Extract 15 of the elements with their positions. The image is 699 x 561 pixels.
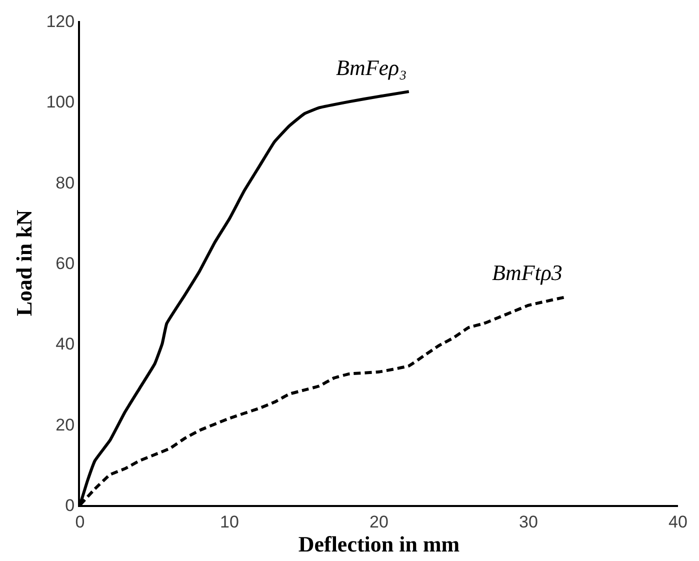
x-tick-label: 30 <box>519 512 538 532</box>
series-label: BmFeρ₃ <box>336 55 407 80</box>
x-tick-label: 20 <box>370 512 388 532</box>
y-tick-label: 0 <box>65 496 75 515</box>
series-label: BmFtρ3 <box>492 260 562 285</box>
y-tick-label: 60 <box>56 254 75 273</box>
x-axis-title: Deflection in mm <box>298 531 460 556</box>
y-tick-label: 40 <box>56 334 75 354</box>
y-tick-label: 20 <box>56 415 75 434</box>
y-tick-label: 120 <box>46 12 75 31</box>
y-tick-label: 100 <box>46 92 75 112</box>
y-tick-label: 80 <box>56 173 75 192</box>
x-tick-label: 10 <box>220 512 239 532</box>
y-axis-title: Load in kN <box>12 210 37 316</box>
x-tick-label: 40 <box>668 512 688 532</box>
